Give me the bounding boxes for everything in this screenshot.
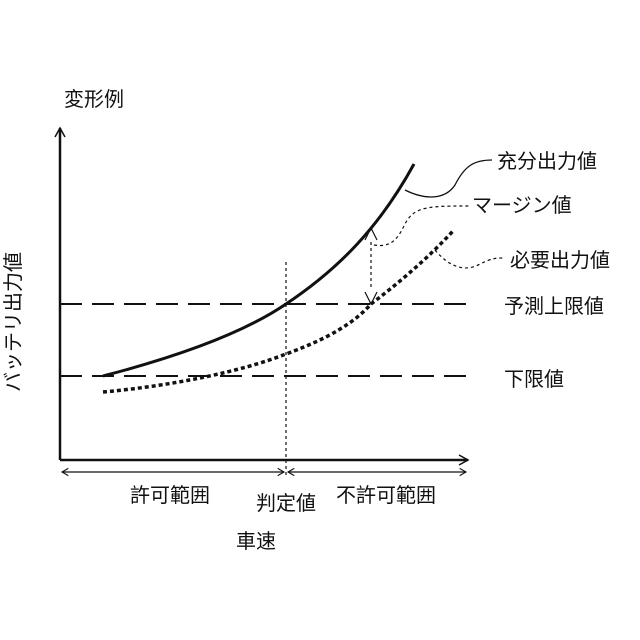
sufficient-output-label: 充分出力値 xyxy=(497,149,597,173)
lower-limit-label: 下限値 xyxy=(504,367,564,391)
required-output-label: 必要出力値 xyxy=(510,248,610,272)
x-axis-label: 車速 xyxy=(236,529,276,553)
allowed-range-label: 許可範囲 xyxy=(130,483,210,507)
sufficient-leader xyxy=(405,160,492,197)
sufficient-output-curve xyxy=(103,164,414,376)
required-leader xyxy=(435,250,504,268)
predicted-upper-limit-label: 予測上限値 xyxy=(504,294,604,318)
not-allowed-range-label: 不許可範囲 xyxy=(336,483,436,507)
judgment-value-label: 判定値 xyxy=(256,491,316,515)
required-output-curve xyxy=(103,231,453,392)
margin-label: マージン値 xyxy=(472,193,572,217)
figure-label: 変形例 xyxy=(64,87,124,111)
margin-leader xyxy=(374,206,470,246)
y-axis-label: バッテリ出力値 xyxy=(1,252,25,392)
